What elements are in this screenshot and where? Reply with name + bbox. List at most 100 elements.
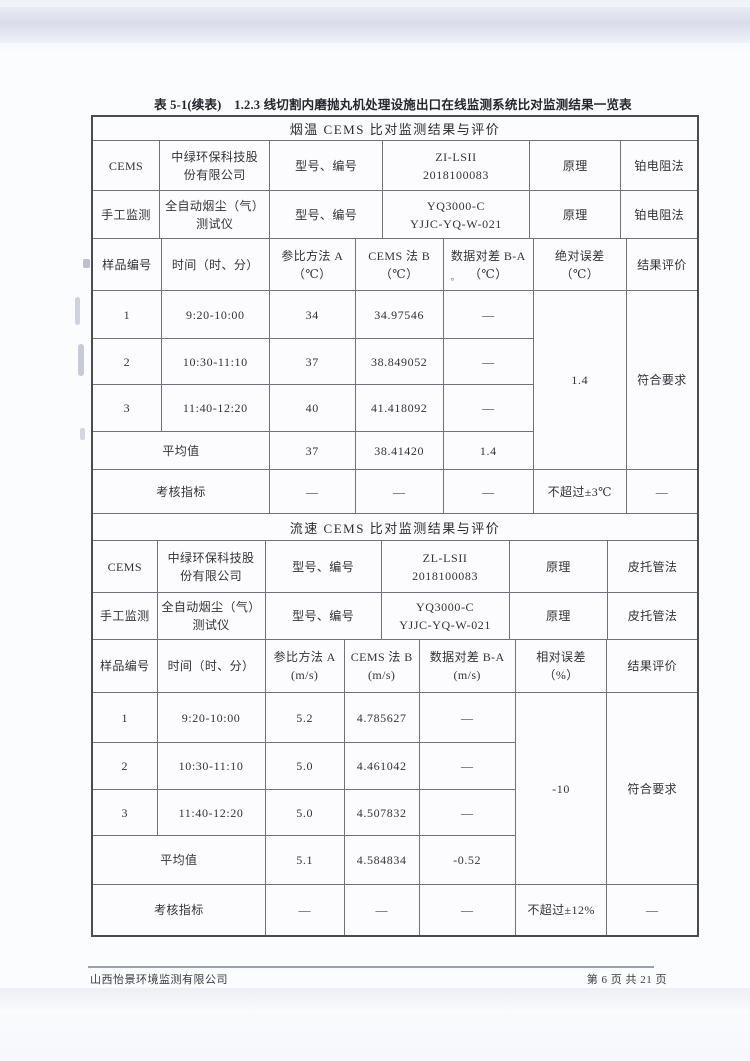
equip-role-cell: CEMS: [93, 540, 158, 593]
model-label-cell: 型号、编号: [269, 140, 383, 191]
ref-value-cell: 5.2: [264, 692, 345, 743]
principle-label-cell: 原理: [529, 190, 622, 239]
col-header-sample: 样品编号: [93, 639, 158, 693]
table-row: 3 11:40-12:20 40 41.418092 —: [93, 384, 697, 432]
average-diff-cell: 1.4: [442, 431, 534, 470]
equip-role-cell: 手工监测: [93, 592, 158, 640]
error-merged-cell: 1.4: [532, 290, 627, 470]
result-merged-cell: 符合要求: [625, 290, 697, 470]
assessment-limit-cell: 不超过±12%: [514, 884, 608, 935]
model-value-cell: YQ3000-C YJJC-YQ-W-021: [380, 592, 510, 640]
assessment-ref-cell: —: [268, 469, 356, 514]
result-merged-cell: 符合要求: [606, 692, 697, 885]
scan-artifact: [78, 344, 84, 376]
col-header-sample: 样品编号: [93, 238, 162, 291]
assessment-cems-cell: —: [343, 884, 420, 935]
assessment-row: 考核指标 — — — 不超过±3℃ —: [93, 469, 697, 514]
average-row: 平均值 37 38.41420 1.4: [93, 431, 697, 470]
principle-label-cell: 原理: [508, 540, 609, 593]
sample-id-cell: 1: [93, 290, 162, 339]
page-footer: 山西怡景环境监测有限公司 第 6 页 共 21 页: [90, 971, 667, 987]
average-ref-cell: 5.1: [264, 835, 345, 885]
temperature-equipment-table: CEMS 中绿环保科技股 份有限公司 型号、编号 ZI-LSII 2018100…: [93, 140, 697, 239]
average-diff-cell: -0.52: [418, 835, 516, 885]
principle-value-cell: 铂电阻法: [620, 140, 697, 191]
average-cems-cell: 4.584834: [343, 835, 420, 885]
ref-value-cell: 37: [268, 338, 356, 385]
principle-value-cell: 铂电阻法: [620, 190, 697, 239]
velocity-equipment-table: CEMS 中绿环保科技股 份有限公司 型号、编号 ZL-LSII 2018100…: [93, 540, 697, 640]
diff-value-cell: —: [418, 692, 516, 743]
scan-artifact: [75, 297, 80, 325]
col-header-error: 相对误差 （%）: [514, 639, 608, 693]
footer-page-number: 第 6 页 共 21 页: [586, 974, 667, 986]
temperature-cems-section: 烟温 CEMS 比对监测结果与评价 CEMS 中绿环保科技股 份有限公司 型号、…: [93, 117, 697, 514]
average-ref-cell: 37: [268, 431, 356, 470]
time-cell: 11:40-12:20: [160, 384, 270, 432]
velocity-cems-section: 流速 CEMS 比对监测结果与评价 CEMS 中绿环保科技股 份有限公司 型号、…: [93, 514, 697, 935]
scan-artifact: [80, 428, 85, 440]
col-header-time: 时间（时、分）: [160, 238, 270, 291]
assessment-row: 考核指标 — — — 不超过±12% —: [93, 884, 697, 935]
temperature-data-table: 样品编号 时间（时、分） 参比方法 A （℃） CEMS 法 B （℃） 数据对…: [93, 238, 697, 514]
sample-id-cell: 2: [93, 338, 162, 385]
col-header-cems: CEMS 法 B （℃）: [354, 238, 444, 291]
error-merged-cell: -10: [514, 692, 608, 885]
average-label-cell: 平均值: [93, 835, 266, 885]
assessment-ref-cell: —: [264, 884, 345, 935]
average-cems-cell: 38.41420: [354, 431, 444, 470]
diff-value-cell: —: [442, 384, 534, 432]
col-header-time: 时间（时、分）: [156, 639, 266, 693]
ref-value-cell: 40: [268, 384, 356, 432]
sample-id-cell: 3: [93, 384, 162, 432]
principle-value-cell: 皮托管法: [607, 592, 697, 640]
time-cell: 10:30-11:10: [156, 742, 266, 790]
footer-rule: [88, 966, 654, 968]
model-value-cell: ZL-LSII 2018100083: [380, 540, 510, 593]
top-scan-band: [0, 7, 750, 43]
vendor-cell: 中绿环保科技股 份有限公司: [156, 540, 266, 593]
cems-value-cell: 41.418092: [354, 384, 444, 432]
assessment-result-cell: —: [625, 469, 697, 514]
assessment-cems-cell: —: [354, 469, 444, 514]
equip-role-cell: CEMS: [93, 140, 160, 191]
section-title-velocity: 流速 CEMS 比对监测结果与评价: [93, 514, 697, 541]
model-label-cell: 型号、编号: [264, 540, 382, 593]
assessment-label-cell: 考核指标: [93, 884, 266, 935]
vendor-cell: 全自动烟尘（气） 测试仪: [156, 592, 266, 640]
assessment-result-cell: —: [606, 884, 697, 935]
comparison-results-table: 烟温 CEMS 比对监测结果与评价 CEMS 中绿环保科技股 份有限公司 型号、…: [91, 115, 699, 937]
col-header-result: 结果评价: [625, 238, 697, 291]
assessment-limit-cell: 不超过±3℃: [532, 469, 627, 514]
scan-artifact: [83, 259, 90, 268]
model-value-cell: YQ3000-C YJJC-YQ-W-021: [381, 190, 531, 239]
bottom-scan-band: [0, 988, 750, 1014]
ref-value-cell: 5.0: [264, 742, 345, 790]
col-header-result: 结果评价: [606, 639, 697, 693]
col-header-ref: 参比方法 A （℃）: [268, 238, 356, 291]
equip-role-cell: 手工监测: [93, 190, 160, 239]
model-value-cell: ZI-LSII 2018100083: [381, 140, 531, 191]
model-label-cell: 型号、编号: [264, 592, 382, 640]
diff-value-cell: —: [418, 789, 516, 836]
cems-value-cell: 4.507832: [343, 789, 420, 836]
average-label-cell: 平均值: [93, 431, 270, 470]
stray-mark: 。: [450, 272, 461, 282]
col-header-diff-line2: 。（℃）: [446, 265, 531, 283]
footer-company: 山西怡景环境监测有限公司: [90, 974, 228, 986]
doc-title: 表 5-1(续表) 1.2.3 线切割内磨抛丸机处理设施出口在线监测系统比对监测…: [154, 98, 632, 112]
section-title-temperature: 烟温 CEMS 比对监测结果与评价: [93, 117, 697, 141]
time-cell: 10:30-11:10: [160, 338, 270, 385]
vendor-cell: 中绿环保科技股 份有限公司: [158, 140, 271, 191]
cems-value-cell: 4.785627: [343, 692, 420, 743]
col-header-error: 绝对误差 （℃）: [532, 238, 627, 291]
average-row: 平均值 5.1 4.584834 -0.52: [93, 835, 697, 885]
time-cell: 11:40-12:20: [156, 789, 266, 836]
diff-value-cell: —: [418, 742, 516, 790]
principle-label-cell: 原理: [508, 592, 609, 640]
col-header-ref: 参比方法 A (m/s): [264, 639, 345, 693]
diff-value-cell: —: [442, 290, 534, 339]
table-row: 1 9:20-10:00 5.2 4.785627 — -10 符合要求: [93, 692, 697, 885]
vendor-cell: 全自动烟尘（气） 测试仪: [158, 190, 271, 239]
